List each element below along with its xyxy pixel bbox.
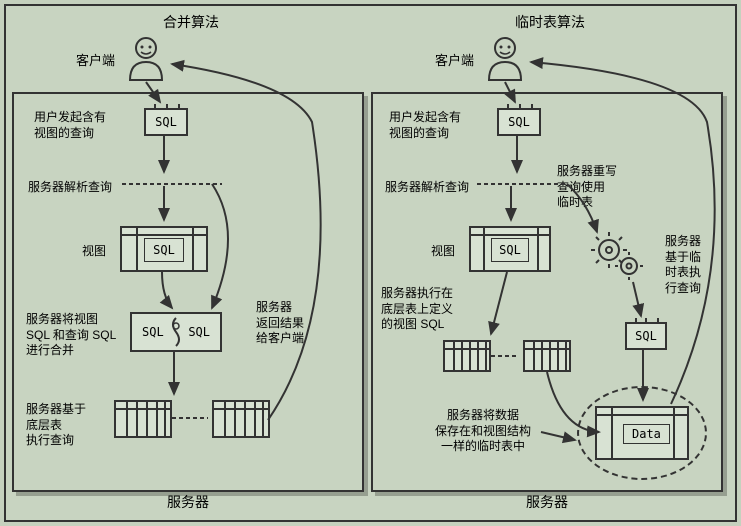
server-box-right: 服务器 用户发起含有 视图的查询 SQL 服务器解析查询 服务器重写 查询使用 … (371, 92, 723, 492)
user-icon (124, 36, 168, 82)
step2-text-left: 服务器解析查询 (28, 180, 112, 196)
sql-box-step1-right: SQL (497, 108, 541, 136)
gears-icon (591, 232, 645, 280)
base-table1-left (114, 400, 172, 438)
step1-text-left: 用户发起含有 视图的查询 (34, 110, 124, 141)
client-row-left: 客户端 (12, 36, 370, 82)
user-icon (483, 36, 527, 82)
client-label-left: 客户端 (76, 50, 115, 69)
view-label-right: 视图 (431, 244, 455, 260)
title-merge: 合并算法 (12, 12, 370, 32)
view-label-left: 视图 (82, 244, 106, 260)
view-sql-left: SQL (144, 238, 184, 262)
step2-text-right: 服务器解析查询 (385, 180, 469, 196)
step1-text-right: 用户发起含有 视图的查询 (389, 110, 479, 141)
run-note-right: 服务器 基于临 时表执 行查询 (665, 234, 721, 296)
base-table2-right (523, 340, 571, 372)
server-caption-right: 服务器 (373, 492, 721, 512)
client-row-right: 客户端 (371, 36, 729, 82)
merge-sql-r: SQL (188, 325, 210, 339)
panel-temp: 临时表算法 客户端 服务器返回 结果给 客户端 服务器 用户发起含有 视图的查询… (371, 12, 729, 514)
data-label: Data (623, 424, 670, 444)
base-table2-left (212, 400, 270, 438)
client-label-right: 客户端 (435, 50, 474, 69)
return-note-left: 服务器 返回结果 给客户端 (256, 300, 336, 347)
view-table-right: SQL (469, 226, 551, 272)
diagram-frame: 合并算法 客户端 服务器 用户发起含有 视图的查询 SQL 服务器解析查询 视图 (4, 4, 737, 522)
base-table1-right (443, 340, 491, 372)
server-caption-left: 服务器 (14, 492, 362, 512)
step4-text-left: 服务器基于 底层表 执行查询 (26, 402, 106, 449)
sql-box-step1-left: SQL (144, 108, 188, 136)
panel-merge: 合并算法 客户端 服务器 用户发起含有 视图的查询 SQL 服务器解析查询 视图 (12, 12, 370, 514)
merge-box-left: SQL SQL (130, 312, 222, 352)
sql-label: SQL (155, 115, 177, 129)
server-box-left: 服务器 用户发起含有 视图的查询 SQL 服务器解析查询 视图 SQL 服务器将… (12, 92, 364, 492)
title-temp: 临时表算法 (371, 12, 729, 32)
view-table-left: SQL (120, 226, 208, 272)
temp-sql-box: SQL (625, 322, 667, 350)
data-table: Data (595, 406, 689, 460)
merge-sql-l: SQL (142, 325, 164, 339)
store-note-right: 服务器将数据 保存在和视图结构 一样的临时表中 (423, 408, 543, 455)
rewrite-note-right: 服务器重写 查询使用 临时表 (557, 164, 637, 211)
view-sql-right: SQL (491, 238, 529, 262)
step3-text-left: 服务器将视图 SQL 和查询 SQL 进行合并 (26, 312, 126, 359)
exec-note-right: 服务器执行在 底层表上定义 的视图 SQL (381, 286, 473, 333)
